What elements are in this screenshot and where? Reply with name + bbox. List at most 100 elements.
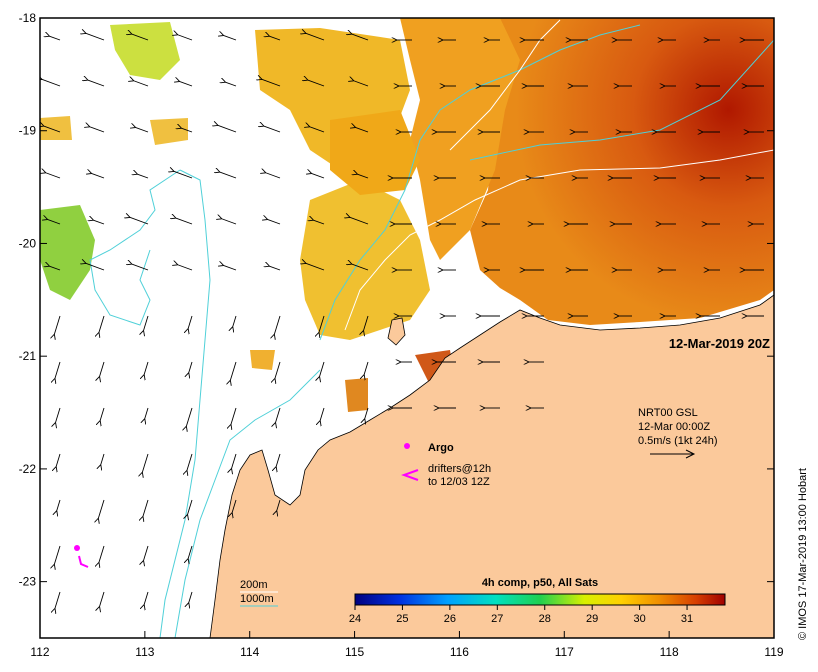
current-vector: [57, 499, 61, 512]
contour-1000m-3: [159, 169, 211, 638]
colorbar-tick-label: 30: [633, 613, 645, 625]
current-vector: [230, 361, 237, 381]
current-scale: 0.5m/s (1kt 24h): [638, 435, 717, 447]
colorbar-tick-label: 24: [349, 613, 361, 625]
current-vector: [100, 407, 105, 421]
current-vector: [274, 315, 281, 335]
current-vector: [144, 591, 149, 605]
current-vector: [173, 171, 193, 179]
current-vector: [179, 81, 193, 87]
x-tick-label: 114: [240, 645, 259, 659]
colorbar-tick-label: 31: [681, 613, 693, 625]
current-vector: [45, 173, 61, 179]
current-vector: [351, 34, 369, 41]
argo-label: Argo: [428, 442, 454, 454]
current-vector: [275, 407, 281, 423]
current-source: NRT00 GSL: [638, 407, 698, 419]
contour-200m-2: [449, 19, 561, 151]
current-vector: [43, 126, 61, 133]
current-vector: [275, 361, 281, 379]
current-vector: [56, 453, 61, 467]
y-axis: -18 -19 -20 -21 -22 -23: [19, 11, 774, 589]
current-vector: [129, 217, 149, 225]
current-vector: [276, 453, 281, 467]
current-vector: [143, 499, 149, 517]
current-vector: [101, 453, 105, 466]
current-vector: [187, 499, 193, 515]
sst-patch-yellow: [300, 180, 430, 340]
current-vector: [355, 127, 369, 133]
drifter-track: [74, 545, 89, 568]
y-tick-label: -18: [19, 11, 37, 25]
current-vector: [263, 126, 281, 133]
sst-patch-green: [40, 205, 95, 300]
current-vector: [267, 219, 281, 225]
y-tick-label: -22: [19, 462, 37, 476]
contour-1000m-5: [174, 369, 321, 638]
current-vector: [311, 173, 325, 179]
current-vector: [219, 172, 237, 179]
current-vector: [133, 81, 149, 87]
current-vector: [357, 174, 369, 179]
current-vector: [135, 127, 149, 133]
current-vector: [99, 545, 105, 563]
current-vector: [41, 79, 61, 87]
drifters-range: to 12/03 12Z: [428, 476, 490, 488]
x-tick-label: 112: [30, 645, 49, 659]
colorbar-tick-label: 27: [491, 613, 503, 625]
current-vector: [261, 79, 281, 87]
y-tick-label: -20: [19, 236, 37, 250]
current-vector: [143, 545, 149, 561]
current-vector: [89, 127, 105, 133]
current-vector: [98, 499, 105, 519]
current-vector: [137, 174, 149, 179]
current-vector: [47, 219, 61, 225]
current-vector: [175, 218, 193, 225]
current-vector: [320, 407, 325, 421]
current-vector: [349, 217, 369, 225]
current-vector: [319, 361, 325, 377]
current-vector: [225, 82, 237, 87]
current-vector: [187, 453, 193, 471]
warm-sst-region: [470, 18, 774, 325]
sst-patch-coast-3: [250, 350, 275, 370]
x-tick-label: 113: [135, 645, 154, 659]
contour-1000m-4: [89, 169, 181, 326]
current-vector: [233, 315, 237, 328]
colorbar-title: 4h comp, p50, All Sats: [482, 577, 598, 589]
current-vector: [49, 266, 61, 271]
current-vector: [305, 33, 325, 41]
current-vector: [231, 407, 237, 425]
current-vector: [91, 173, 105, 179]
x-axis: 112 113 114 115 116 117 118 119: [30, 631, 784, 659]
current-vector: [305, 263, 325, 271]
legend-1000m: 1000m: [240, 593, 274, 605]
current-vector: [269, 36, 281, 41]
current-vector: [87, 80, 105, 87]
colorbar-tick-label: 28: [539, 613, 551, 625]
current-vector: [131, 34, 149, 41]
current-vector: [217, 125, 237, 133]
current-vector: [49, 36, 61, 41]
current-vector: [232, 499, 237, 513]
current-vector: [85, 263, 105, 271]
current-vector: [319, 315, 325, 333]
current-vector: [365, 407, 369, 420]
current-vector: [188, 545, 193, 559]
colorbar: [354, 593, 726, 606]
sst-patch-orange-2: [330, 110, 420, 195]
sst-patch-greenyellow: [110, 22, 180, 80]
current-vector: [55, 591, 61, 609]
colorbar-tick-label: 25: [396, 613, 408, 625]
current-vector: [313, 220, 325, 225]
current-vector: [223, 35, 237, 41]
sst-patch-small-2: [40, 116, 72, 140]
colorbar-ticks: 24 25 26 27 28 29 30 31: [349, 605, 693, 625]
current-vector: [363, 315, 369, 331]
contour-1000m-2: [469, 39, 774, 161]
current-vector: [269, 266, 281, 271]
current-vector: [54, 545, 61, 565]
current-vector: [221, 219, 237, 225]
drifters-label: drifters@12h: [428, 463, 491, 475]
plot-frame: [39, 17, 775, 639]
